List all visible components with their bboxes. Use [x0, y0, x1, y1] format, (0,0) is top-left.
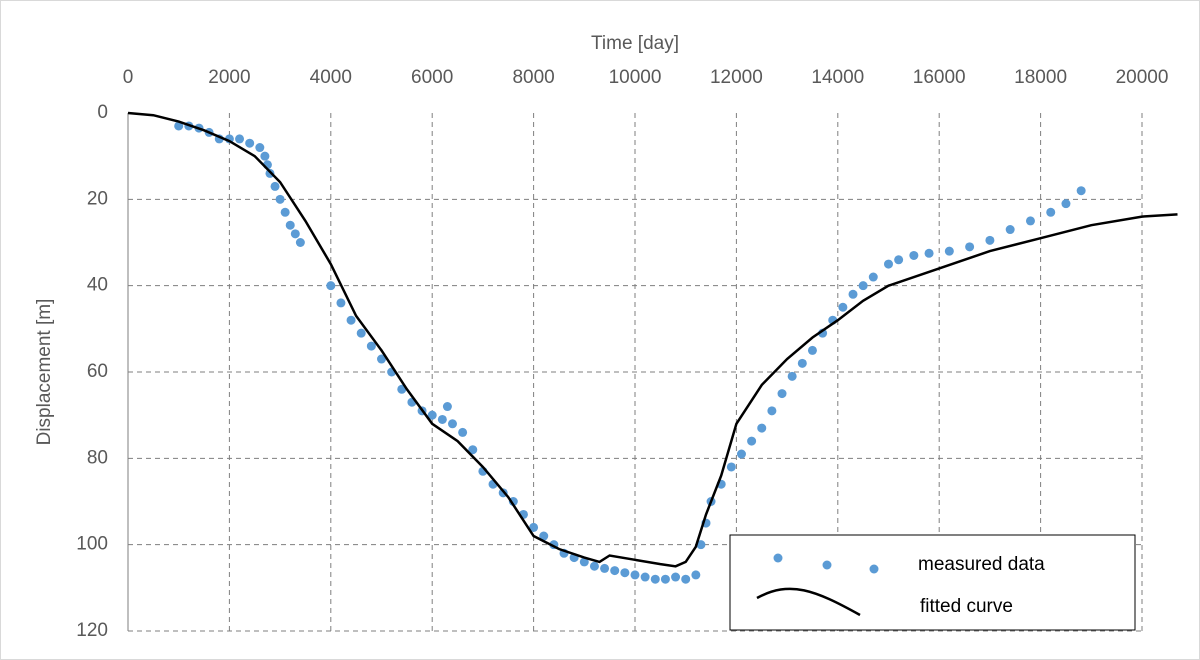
x-tick-label: 14000 — [811, 67, 864, 88]
data-point — [600, 563, 610, 573]
data-point — [447, 419, 457, 429]
data-point — [985, 235, 995, 245]
data-point — [777, 389, 787, 399]
data-point — [660, 574, 670, 584]
data-point — [326, 281, 336, 291]
data-point — [336, 298, 346, 308]
data-point — [838, 302, 848, 312]
data-point — [255, 143, 265, 153]
x-tick-label: 12000 — [710, 67, 763, 88]
data-point — [965, 242, 975, 252]
data-point — [280, 207, 290, 217]
grid: 0 2000 4000 6000 8000 10000 12000 14000 16000 180… — [76, 67, 1168, 641]
y-axis-label: Displacement [m] — [34, 299, 55, 446]
data-point — [894, 255, 904, 265]
data-point — [696, 540, 706, 550]
data-point — [437, 414, 447, 424]
data-point — [458, 427, 468, 437]
data-point — [747, 436, 757, 446]
x-tick-label: 20000 — [1116, 67, 1169, 88]
legend-label: fitted curve — [920, 596, 1013, 617]
data-point — [884, 259, 893, 269]
x-tick-label: 2000 — [208, 67, 250, 88]
data-point — [868, 272, 878, 282]
data-point — [1025, 216, 1035, 226]
data-point — [640, 572, 650, 582]
data-point — [539, 531, 549, 541]
y-tick-label: 40 — [87, 275, 108, 296]
data-point — [807, 345, 817, 355]
x-tick-label: 4000 — [310, 67, 352, 88]
data-point — [529, 522, 539, 532]
data-point — [858, 281, 868, 291]
y-tick-label: 0 — [97, 102, 108, 123]
legend-symbol — [756, 587, 861, 617]
data-point — [691, 570, 701, 580]
data-point — [620, 568, 630, 578]
data-point — [468, 445, 478, 455]
x-axis-label: Time [day] — [591, 33, 679, 54]
data-point — [1005, 225, 1015, 235]
data-point — [848, 289, 858, 299]
data-point — [736, 449, 746, 459]
data-point — [442, 402, 452, 412]
data-point — [757, 423, 767, 433]
data-point — [610, 566, 620, 576]
legend-label: measured data — [918, 554, 1045, 575]
data-point — [366, 341, 376, 351]
data-point — [726, 462, 736, 472]
data-point — [1076, 186, 1086, 196]
data-point — [285, 220, 295, 230]
data-point — [245, 138, 255, 148]
x-tick-label: 0 — [123, 67, 134, 88]
x-tick-label: 18000 — [1014, 67, 1067, 88]
data-point — [787, 371, 797, 381]
data-point — [427, 410, 437, 420]
legend: measured data fitted curve — [729, 534, 1136, 631]
x-tick-label: 10000 — [609, 67, 662, 88]
data-point — [356, 328, 366, 338]
marks — [127, 111, 1178, 584]
data-point — [275, 194, 285, 204]
data-point — [290, 229, 300, 239]
data-point — [650, 574, 660, 584]
y-tick-label: 120 — [76, 620, 108, 641]
data-point — [589, 561, 599, 571]
y-tick-label: 60 — [87, 361, 108, 382]
data-point — [1061, 199, 1071, 209]
x-tick-label: 6000 — [411, 67, 453, 88]
data-point — [909, 250, 919, 260]
data-point — [346, 315, 356, 325]
data-point — [174, 121, 184, 131]
data-point — [681, 574, 691, 584]
y-tick-label: 100 — [76, 534, 108, 555]
y-tick-label: 20 — [87, 188, 108, 209]
data-point — [260, 151, 270, 161]
y-tick-label: 80 — [87, 447, 108, 468]
data-point — [270, 181, 280, 191]
data-point — [630, 570, 640, 580]
x-tick-label: 16000 — [913, 67, 966, 88]
data-point — [944, 246, 954, 256]
x-tick-label: 8000 — [512, 67, 554, 88]
data-point — [377, 354, 386, 364]
legend-symbol — [869, 564, 879, 574]
legend-symbol — [822, 560, 832, 570]
data-point — [235, 134, 245, 144]
data-point — [767, 406, 777, 416]
data-point — [797, 358, 807, 368]
data-point — [295, 238, 305, 247]
data-point — [924, 248, 934, 258]
legend-box — [729, 534, 1136, 631]
legend-symbol — [773, 553, 783, 563]
data-point — [671, 572, 681, 582]
fitted-line — [127, 111, 1178, 568]
data-point — [579, 557, 589, 567]
data-point — [1046, 207, 1056, 217]
